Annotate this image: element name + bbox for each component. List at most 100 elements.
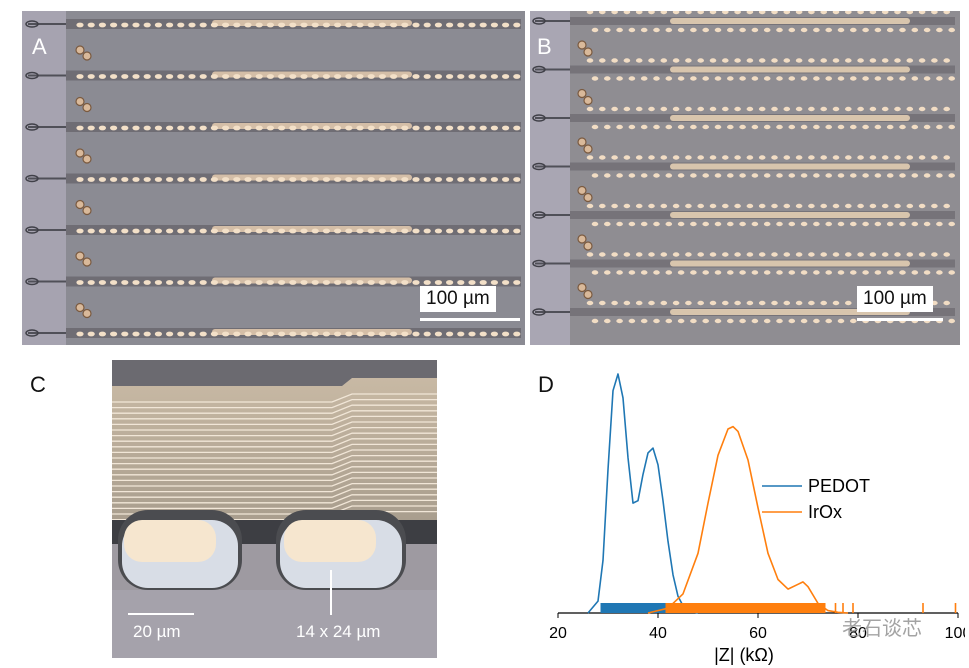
x-tick-label: 20 (549, 625, 567, 642)
electrode-site (322, 22, 330, 28)
electrode-site (660, 11, 668, 15)
shank-tip (532, 162, 546, 171)
electrode-site (586, 300, 594, 306)
electrode-site (611, 106, 618, 112)
electrode-site (813, 221, 820, 227)
electrode-site (188, 331, 196, 337)
electrode-site (356, 280, 364, 285)
electrode-site (166, 177, 174, 182)
watermark: 老石谈芯 (842, 618, 922, 640)
electrode-site (886, 270, 894, 275)
electrode-site (763, 270, 771, 275)
electrode-site (199, 177, 207, 182)
electrode-site (837, 76, 845, 81)
electrode-site (154, 228, 162, 234)
electrode-site (591, 27, 599, 33)
electrode-site (244, 125, 252, 131)
via-marker (75, 148, 85, 158)
electrode-site (334, 177, 342, 182)
electrode-site (490, 125, 498, 131)
electrode-site (143, 125, 151, 131)
interconnect-trace (112, 393, 437, 403)
x-tick-label: 40 (649, 625, 667, 642)
electrode-site (586, 252, 594, 257)
electrode-site (714, 173, 722, 178)
electrode-site (845, 300, 852, 306)
electrode-site (800, 318, 808, 324)
electrode-site (87, 74, 95, 79)
electrode-site (334, 228, 342, 234)
electrode-site (943, 155, 950, 160)
interconnect-trace (112, 466, 437, 476)
electrode-site (121, 177, 129, 182)
electrode-site (446, 331, 454, 337)
electrode-site (628, 318, 636, 324)
electrode-site (923, 221, 931, 227)
electrode-site (936, 173, 943, 178)
electrode-site (771, 11, 778, 15)
electrode-site (660, 58, 668, 63)
electrode-site (356, 125, 364, 131)
electrode-site (943, 11, 950, 15)
electrode-site (635, 155, 643, 160)
electrode-site (911, 221, 919, 227)
electrode-site (874, 124, 882, 130)
electrode-site (758, 11, 766, 15)
via-marker (583, 144, 593, 154)
electrode-site (776, 76, 783, 81)
electrode-site (911, 76, 919, 81)
electrode-site (943, 252, 950, 257)
electrode-site (604, 124, 611, 130)
electrode-site (278, 74, 286, 79)
shank-tip (532, 114, 546, 122)
panel-a-scale-bar-label: 100 µm (420, 286, 496, 312)
electrode-site (869, 106, 877, 112)
electrode-site (177, 331, 185, 337)
electrode-site (845, 155, 852, 160)
electrode-site (685, 106, 692, 112)
electrode-site (586, 203, 594, 209)
electrode-site (665, 270, 673, 275)
electrode-site (502, 22, 510, 28)
electrode-site (820, 11, 827, 15)
electrode-site (648, 58, 655, 63)
electrode-site (513, 228, 521, 234)
electrode-site (758, 203, 766, 209)
electrode-site (714, 270, 722, 275)
electrode-site (87, 22, 95, 28)
electrode-site (121, 125, 129, 131)
electrode-site (356, 177, 364, 182)
electrode-site (653, 124, 660, 130)
interconnect-trace (112, 460, 437, 470)
electrode-site (685, 11, 692, 15)
electrode-site (334, 22, 342, 28)
electrode-site (697, 300, 704, 306)
electrode-site (222, 74, 230, 79)
electrode-site (709, 155, 717, 160)
electrode-site (423, 74, 431, 79)
shank-tip (25, 226, 39, 234)
electrode-site (845, 252, 852, 257)
electrode-site (714, 27, 722, 33)
electrode-site (479, 177, 487, 182)
interconnect-trace (112, 477, 437, 487)
electrode-site (300, 125, 308, 131)
electrode-site (345, 177, 353, 182)
electrode-site (820, 300, 827, 306)
electrode-site (776, 124, 783, 130)
electrode-site (611, 300, 618, 306)
electrode-site (697, 11, 704, 15)
electrode-site (795, 203, 803, 209)
electrode-site (722, 252, 729, 257)
electrode-site (289, 177, 297, 182)
electrode-site (906, 106, 914, 112)
electrode-site (479, 228, 487, 234)
electrode-site (623, 252, 631, 257)
shank-tip (25, 277, 39, 286)
electrode-site (758, 58, 766, 63)
electrode-site (758, 252, 766, 257)
electrode-site (367, 74, 375, 79)
electrode-site (845, 58, 852, 63)
electrode-site (943, 106, 950, 112)
electrode-site (311, 22, 319, 28)
